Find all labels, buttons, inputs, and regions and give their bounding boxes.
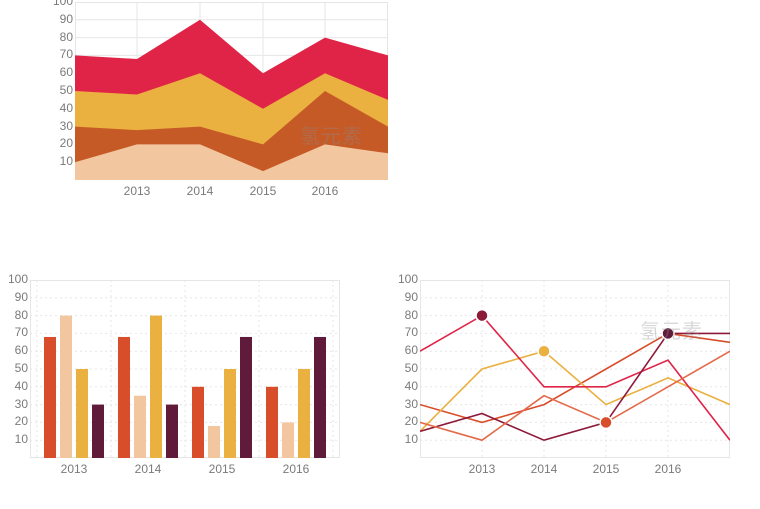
- marker-line-e: [600, 416, 612, 428]
- bar-g0-s1: [60, 316, 72, 458]
- area-chart: 1020304050607080901002013201420152016: [75, 2, 388, 180]
- bar-g3-s0: [266, 387, 278, 458]
- marker-line-d: [662, 327, 674, 339]
- line-chart: 1020304050607080901002013201420152016: [420, 280, 730, 458]
- bar-g0-s2: [76, 369, 88, 458]
- bar-g2-s2: [224, 369, 236, 458]
- line-line-b: [420, 351, 730, 431]
- bar-g1-s2: [150, 316, 162, 458]
- bar-g3-s2: [298, 369, 310, 458]
- marker-line-b: [538, 345, 550, 357]
- bar-chart: 1020304050607080901002013201420152016: [30, 280, 340, 458]
- bar-g2-s3: [240, 337, 252, 458]
- bar-g2-s1: [208, 426, 220, 458]
- bar-g1-s0: [118, 337, 130, 458]
- bar-g1-s3: [166, 405, 178, 458]
- bar-g3-s1: [282, 422, 294, 458]
- bar-g2-s0: [192, 387, 204, 458]
- marker-line-c: [476, 310, 488, 322]
- bar-g0-s3: [92, 405, 104, 458]
- bar-g3-s3: [314, 337, 326, 458]
- line-line-e: [420, 351, 730, 440]
- bar-g0-s0: [44, 337, 56, 458]
- bar-g1-s1: [134, 396, 146, 458]
